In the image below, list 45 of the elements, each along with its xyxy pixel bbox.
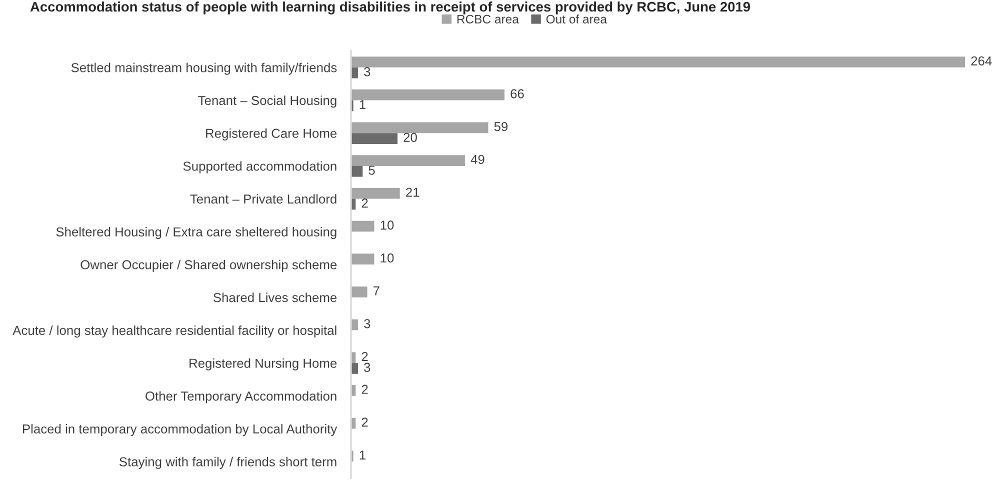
data-label: 10 bbox=[380, 253, 394, 263]
data-label: 2 bbox=[362, 418, 368, 427]
data-label: 66 bbox=[510, 89, 524, 98]
bar bbox=[351, 286, 368, 298]
bar bbox=[351, 56, 965, 68]
data-label: 49 bbox=[470, 154, 484, 164]
bar bbox=[351, 166, 363, 177]
y-tick-label: Shared Lives scheme bbox=[213, 292, 337, 302]
y-tick-label: Settled mainstream housing with family/friends bbox=[71, 62, 337, 75]
data-label: 21 bbox=[406, 188, 420, 197]
data-label: 1 bbox=[360, 100, 366, 110]
y-tick-label: Owner Occupier / Shared ownership scheme bbox=[80, 260, 337, 272]
bar bbox=[351, 155, 465, 166]
legend-label: RCBC area bbox=[457, 14, 519, 24]
bar bbox=[351, 89, 504, 100]
y-tick-label: Placed in temporary accommodation by Local Authority bbox=[23, 424, 338, 436]
y-tick-label: Tenant – Social Housing bbox=[198, 96, 336, 108]
chart-title: Accommodation status of people with learning disabilities in receipt of services provided by RCBC, June 2019 bbox=[30, 2, 750, 14]
y-tick-label: Other Temporary Accommodation bbox=[146, 391, 336, 404]
y-tick-label: Tenant – Private Landlord bbox=[190, 194, 336, 204]
data-label: 3 bbox=[364, 362, 370, 372]
y-tick-label: Registered Nursing Home bbox=[190, 358, 337, 370]
bar bbox=[351, 220, 374, 232]
bar bbox=[351, 122, 488, 134]
y-tick-label: Registered Care Home bbox=[206, 128, 337, 140]
data-label: 7 bbox=[374, 286, 380, 296]
data-label: 2 bbox=[362, 352, 368, 361]
data-label: 2 bbox=[362, 198, 368, 208]
data-label: 3 bbox=[364, 67, 370, 76]
y-tick-label: Supported accommodation bbox=[183, 161, 336, 174]
data-label: 264 bbox=[971, 56, 992, 66]
legend-label: Out of area bbox=[546, 14, 607, 24]
bar bbox=[351, 254, 374, 264]
y-tick-label: Acute / long stay healthcare residential facility or hospital bbox=[12, 326, 336, 338]
y-tick-label: Staying with family / friends short term bbox=[119, 456, 336, 469]
data-label: 59 bbox=[494, 122, 508, 132]
data-label: 3 bbox=[364, 319, 370, 328]
y-tick-label: Sheltered Housing / Extra care sheltered housing bbox=[56, 226, 336, 240]
bar bbox=[351, 133, 398, 144]
data-label: 10 bbox=[380, 220, 394, 230]
data-label: 2 bbox=[362, 384, 368, 394]
data-label: 5 bbox=[368, 166, 375, 175]
data-label: 1 bbox=[360, 450, 366, 460]
data-label: 20 bbox=[404, 132, 417, 142]
bar bbox=[351, 188, 400, 199]
